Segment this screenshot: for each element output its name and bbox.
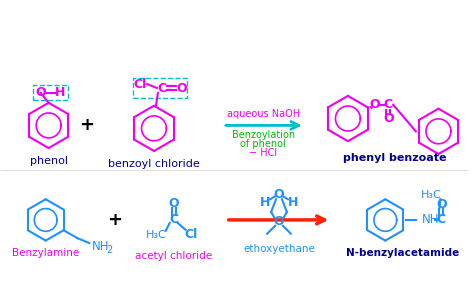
- Text: Benzylamine: Benzylamine: [12, 248, 79, 258]
- Text: O: O: [168, 197, 179, 210]
- Text: C: C: [169, 213, 178, 226]
- Text: O: O: [383, 112, 393, 125]
- Bar: [33, 85, 68, 100]
- Text: aqueous NaOH: aqueous NaOH: [227, 108, 300, 118]
- Text: benzoyl chloride: benzoyl chloride: [108, 159, 200, 169]
- Text: H: H: [260, 196, 270, 209]
- Text: − HCl: − HCl: [249, 148, 277, 158]
- Text: +: +: [107, 211, 122, 229]
- Text: of phenol: of phenol: [240, 139, 286, 149]
- Text: +: +: [80, 116, 94, 135]
- Text: Benzoylation: Benzoylation: [232, 130, 295, 140]
- Text: ethoxyethane: ethoxyethane: [243, 244, 315, 254]
- Text: O: O: [273, 188, 284, 201]
- Text: Cl: Cl: [134, 78, 147, 91]
- Text: O: O: [436, 198, 447, 211]
- Text: O: O: [176, 82, 187, 95]
- Text: NH: NH: [92, 239, 109, 252]
- Text: Cl: Cl: [185, 228, 198, 241]
- Text: phenyl benzoate: phenyl benzoate: [343, 153, 447, 163]
- Text: phenol: phenol: [30, 156, 68, 166]
- Text: H: H: [55, 86, 65, 99]
- Text: NH: NH: [422, 213, 439, 226]
- Bar: [133, 78, 187, 98]
- Text: H₃C: H₃C: [146, 230, 166, 240]
- Text: O: O: [369, 98, 380, 111]
- Text: acetyl chloride: acetyl chloride: [135, 251, 212, 261]
- Text: C: C: [437, 213, 446, 226]
- Text: O: O: [36, 86, 46, 99]
- Text: C: C: [383, 98, 393, 111]
- Text: H: H: [288, 196, 298, 209]
- Text: 2: 2: [106, 245, 112, 255]
- Text: N-benzylacetamide: N-benzylacetamide: [346, 248, 460, 258]
- Text: H₃C: H₃C: [421, 190, 442, 200]
- Text: O: O: [273, 215, 284, 228]
- Text: C: C: [157, 82, 166, 95]
